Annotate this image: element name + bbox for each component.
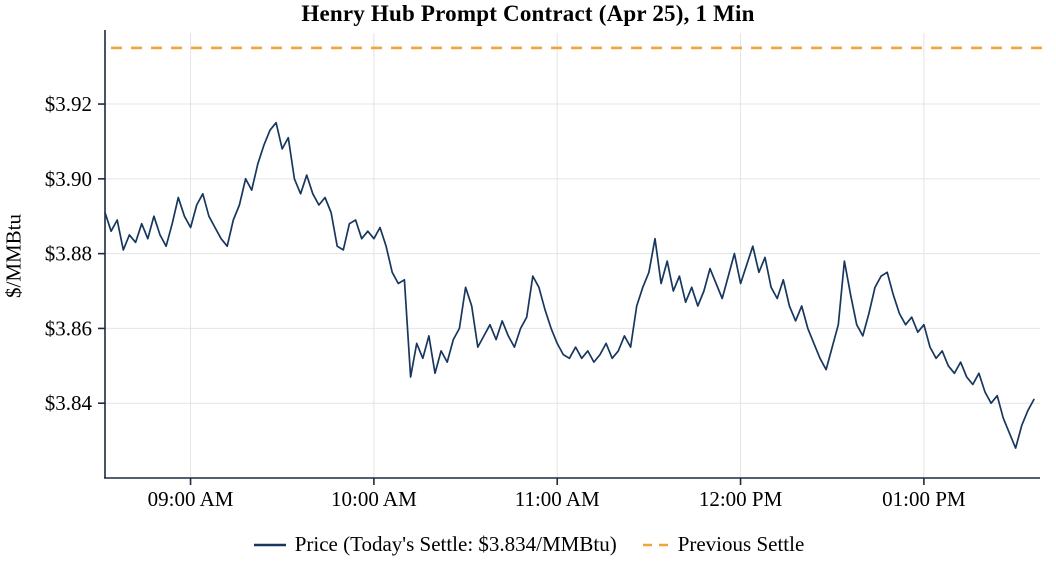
y-tick-label: $3.90 (45, 167, 92, 191)
price-line-icon (253, 543, 286, 546)
legend-label-previous-settle: Previous Settle (677, 532, 805, 556)
y-tick-label: $3.88 (45, 242, 92, 266)
y-tick-label: $3.92 (45, 92, 92, 116)
legend: Price (Today's Settle: $3.834/MMBtu) Pre… (0, 532, 1056, 557)
y-tick-label: $3.84 (45, 391, 93, 415)
x-tick-label: 12:00 PM (699, 487, 783, 511)
previous-settle-dash-icon (642, 543, 671, 546)
x-tick-label: 10:00 AM (331, 487, 417, 511)
y-tick-label: $3.86 (45, 316, 92, 340)
x-tick-label: 09:00 AM (148, 487, 234, 511)
legend-item-previous-settle: Previous Settle (642, 532, 805, 557)
legend-label-price: Price (Today's Settle: $3.834/MMBtu) (294, 532, 617, 556)
x-tick-label: 11:00 AM (515, 487, 600, 511)
chart-title: Henry Hub Prompt Contract (Apr 25), 1 Mi… (301, 1, 755, 26)
legend-item-price: Price (Today's Settle: $3.834/MMBtu) (252, 532, 617, 557)
x-tick-label: 01:00 PM (882, 487, 966, 511)
price-line (104, 121, 1035, 449)
